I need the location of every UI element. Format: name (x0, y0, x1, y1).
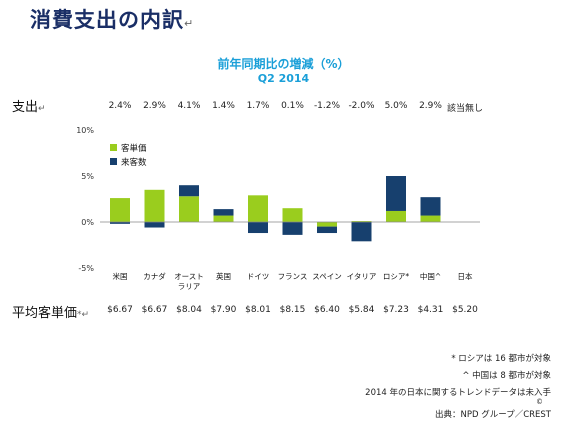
bar-traffic (317, 226, 337, 234)
avg-check-value: $7.90 (210, 305, 237, 315)
bar-traffic (144, 222, 165, 228)
page-title-mark: ↵ (184, 17, 195, 30)
avg-check-value: $8.04 (176, 305, 202, 315)
bar-traffic (110, 222, 130, 224)
avg-check-value: $4.31 (417, 305, 444, 315)
bar-traffic (179, 185, 199, 197)
y-tick-label: -5% (78, 264, 94, 273)
x-category-label: カナダ (143, 271, 166, 281)
x-category-label: イタリア (347, 272, 377, 281)
bar-per-check (110, 198, 130, 222)
spend-value: -2.0% (348, 101, 375, 111)
avg-check-value: $5.84 (348, 305, 375, 315)
bar-per-check (351, 221, 372, 222)
y-tick-label: 0% (81, 218, 94, 227)
bar-per-check (144, 189, 165, 222)
x-category-label: 米国 (113, 271, 128, 281)
x-category-label: ラリア (178, 282, 201, 291)
footnote-copyright: © (536, 398, 543, 406)
avg-check-value: $8.15 (279, 305, 306, 315)
legend-label: 客単価 (121, 143, 147, 154)
avg-check-value: $6.67 (107, 305, 133, 315)
page-title-text: 消費支出の内訳 (30, 8, 184, 32)
spend-value: 1.7% (246, 101, 270, 111)
avg-check-value: $7.23 (383, 305, 409, 315)
bar-traffic (351, 222, 372, 242)
avg-check-row-label: 平均客単価*↵ (12, 302, 89, 321)
legend-swatch (110, 158, 117, 165)
bar-traffic (282, 222, 303, 235)
avg-check-value: $6.67 (141, 305, 168, 315)
bar-traffic (420, 197, 441, 216)
x-category-label: ドイツ (247, 272, 270, 281)
bar-per-check (420, 215, 441, 222)
spend-value: 該当無し (446, 104, 483, 114)
x-category-label: ロシア* (383, 272, 409, 281)
spend-value: 0.1% (281, 101, 304, 111)
bar-per-check (179, 196, 199, 222)
bar-per-check (282, 208, 303, 222)
x-category-label: オースト (174, 272, 204, 281)
avg-check-value: $5.20 (452, 305, 478, 315)
legend-label: 来客数 (121, 157, 147, 168)
footnote-russia: * ロシアは 16 都市が対象 (451, 354, 551, 364)
spend-value: 5.0% (384, 101, 408, 111)
bar-per-check (248, 195, 268, 222)
x-category-label: 日本 (458, 271, 473, 281)
spend-row-label: 支出↵ (12, 96, 46, 115)
y-tick-label: 10% (76, 126, 94, 135)
page-title: 消費支出の内訳↵ (30, 4, 194, 34)
bar-per-check (213, 215, 234, 222)
bar-traffic (386, 176, 406, 211)
spend-value: 4.1% (177, 101, 201, 111)
bar-per-check (386, 210, 406, 222)
footnote-source: 出典：NPD グループ／CREST (434, 410, 551, 420)
x-category-label: フランス (278, 272, 308, 281)
footnote-china: ^ 中国は 8 都市が対象 (462, 371, 551, 381)
spend-value: 2.9% (419, 101, 442, 111)
chart-subtitle: Q2 2014 (257, 72, 310, 85)
spend-value: 2.4% (108, 101, 132, 111)
avg-check-value: $8.01 (245, 305, 271, 315)
footnote-japan: 2014 年の日本に関するトレンドデータは未入手 (365, 388, 551, 398)
bar-traffic (248, 222, 268, 234)
spend-label-mark: ↵ (38, 104, 46, 114)
spend-value: -1.2% (313, 101, 341, 111)
chart-title: 前年同期比の増減（%） (217, 57, 350, 71)
x-category-label: 英国 (216, 271, 231, 281)
legend-swatch (110, 144, 117, 151)
bar-traffic (213, 209, 234, 216)
spend-label-text: 支出 (12, 100, 39, 115)
avg-check-label-text: 平均客単価 (12, 306, 78, 321)
spend-value: 1.4% (212, 101, 235, 111)
x-category-label: 中国^ (420, 271, 441, 281)
avg-check-value: $6.40 (314, 305, 340, 315)
avg-check-label-mark: *↵ (77, 310, 90, 320)
bar-per-check (317, 222, 337, 227)
spend-value: 2.9% (143, 101, 166, 111)
x-category-label: スペイン (312, 272, 341, 281)
y-tick-label: 5% (81, 172, 94, 181)
